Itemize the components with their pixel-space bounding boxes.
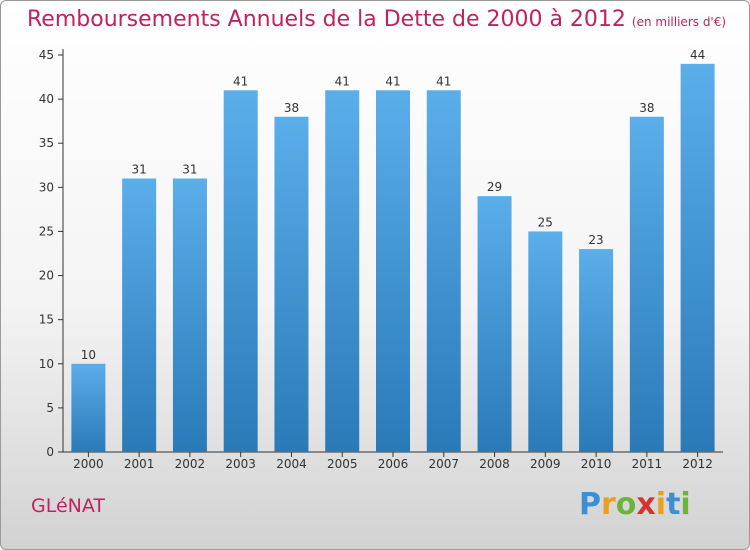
chart-title: Remboursements Annuels de la Dette de 20… — [27, 7, 726, 32]
bar — [274, 116, 309, 452]
x-tick-label: 2002 — [175, 457, 206, 471]
bar-value-label: 38 — [284, 101, 299, 115]
x-tick-label: 2009 — [530, 457, 561, 471]
bar-value-label: 44 — [690, 48, 705, 62]
proxiti-logo[interactable]: Proxiti — [579, 487, 691, 522]
y-tick-label: 5 — [46, 401, 54, 415]
bar-value-label: 31 — [132, 163, 147, 177]
y-tick-label: 40 — [39, 92, 54, 106]
x-tick-label: 2005 — [327, 457, 358, 471]
bar-value-label: 10 — [81, 348, 96, 362]
y-tick-label: 35 — [39, 136, 54, 150]
bars — [71, 63, 715, 453]
bar-value-label: 41 — [385, 74, 400, 88]
bar-value-label: 38 — [639, 101, 654, 115]
y-tick-label: 30 — [39, 180, 54, 194]
labels: 10 31 31 41 38 41 41 41 29 25 23 38 44 — [81, 48, 706, 362]
bar-value-label: 31 — [182, 163, 197, 177]
bar — [426, 90, 461, 453]
bar — [122, 178, 157, 452]
bar-value-label: 41 — [233, 74, 248, 88]
x-tick-label: 2012 — [682, 457, 713, 471]
bar-value-label: 41 — [436, 74, 451, 88]
bar — [376, 90, 410, 453]
y-tick-label: 15 — [39, 313, 54, 327]
bar-value-label: 41 — [335, 74, 350, 88]
y-tick-label: 20 — [39, 269, 54, 283]
y-tick-label: 25 — [39, 224, 54, 238]
x-tick-label: 2006 — [378, 457, 409, 471]
x-tick-label: 2011 — [632, 457, 663, 471]
x-tick-label: 2004 — [276, 457, 307, 471]
bar — [223, 90, 258, 453]
chart-subtitle: (en milliers d'€) — [631, 15, 727, 29]
bar-value-label: 25 — [538, 215, 553, 229]
y-tick-label: 10 — [39, 357, 54, 371]
bar — [71, 363, 106, 452]
bar — [325, 90, 360, 453]
bar — [629, 116, 664, 452]
bar — [528, 231, 563, 452]
y-tick-label: 0 — [46, 445, 54, 459]
x-tick-label: 2008 — [479, 457, 510, 471]
x-tick-label: 2001 — [124, 457, 155, 471]
bar-value-label: 23 — [588, 233, 603, 247]
bar — [477, 196, 512, 452]
x-tick-label: 2003 — [225, 457, 256, 471]
bar — [579, 249, 614, 452]
bar — [680, 63, 715, 452]
commune-name: GLéNAT — [31, 495, 106, 517]
bar-value-label: 29 — [487, 180, 502, 194]
x-tick-label: 2010 — [581, 457, 612, 471]
axes: 0 5 10 15 20 25 30 35 40 45 2000 2001 2002 2003 2004 20… — [39, 48, 723, 471]
bar — [172, 178, 207, 452]
x-tick-label: 2007 — [428, 457, 459, 471]
chart-title-text: Remboursements Annuels de la Dette de 20… — [27, 7, 626, 32]
x-tick-label: 2000 — [73, 457, 104, 471]
y-tick-label: 45 — [39, 48, 54, 62]
